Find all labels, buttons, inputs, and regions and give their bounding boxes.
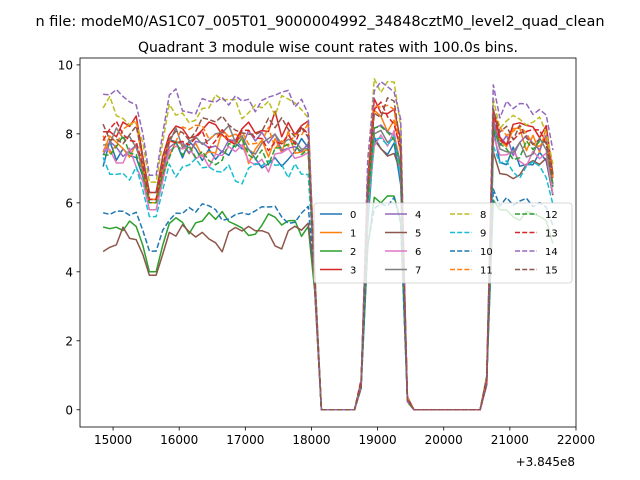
legend-label-5: 5 xyxy=(415,229,421,240)
legend-label-3: 3 xyxy=(350,266,356,277)
plot-area xyxy=(102,77,554,411)
legend-label-10: 10 xyxy=(480,247,493,258)
legend-label-4: 4 xyxy=(415,210,421,221)
legend-label-15: 15 xyxy=(545,266,558,277)
y-tick-label: 8 xyxy=(65,127,73,141)
x-tick-label: 19000 xyxy=(359,433,397,447)
legend-box xyxy=(313,202,573,284)
legend-label-12: 12 xyxy=(545,210,558,221)
y-tick-label: 4 xyxy=(65,265,73,279)
y-tick-label: 6 xyxy=(65,196,73,210)
axes-border xyxy=(79,57,577,428)
y-tick-label: 10 xyxy=(58,58,73,72)
series-line-13 xyxy=(102,101,554,411)
legend-label-6: 6 xyxy=(415,247,421,258)
chart-title: Quadrant 3 module wise count rates with … xyxy=(138,40,518,56)
y-axis: 0 2 4 6 8 10 xyxy=(58,58,80,417)
x-tick-label: 15000 xyxy=(94,433,132,447)
axes-frame xyxy=(79,57,577,428)
legend-label-13: 13 xyxy=(545,229,558,240)
legend-label-1: 1 xyxy=(350,229,356,240)
x-offset-label: +3.845e8 xyxy=(516,455,575,469)
legend-label-14: 14 xyxy=(545,247,558,258)
x-tick-label: 21000 xyxy=(491,433,529,447)
y-tick-label: 2 xyxy=(65,334,73,348)
x-tick-label: 20000 xyxy=(425,433,463,447)
x-tick-label: 16000 xyxy=(160,433,198,447)
series-line-10 xyxy=(102,188,554,411)
legend-label-11: 11 xyxy=(480,266,493,277)
y-tick-label: 0 xyxy=(65,403,73,417)
x-tick-label: 22000 xyxy=(557,433,595,447)
x-tick-label: 18000 xyxy=(292,433,330,447)
x-tick-label: 17000 xyxy=(226,433,264,447)
legend-label-7: 7 xyxy=(415,266,421,277)
series-line-14 xyxy=(103,80,554,411)
legend-label-9: 9 xyxy=(480,229,486,240)
figure-suptitle: n file: modeM0/AS1C07_005T01_9000004992_… xyxy=(35,14,604,30)
legend-label-2: 2 xyxy=(350,247,356,258)
legend-label-8: 8 xyxy=(480,210,486,221)
legend-label-0: 0 xyxy=(350,210,356,221)
x-axis: 15000 16000 17000 18000 19000 20000 21000 22000 xyxy=(94,427,595,447)
